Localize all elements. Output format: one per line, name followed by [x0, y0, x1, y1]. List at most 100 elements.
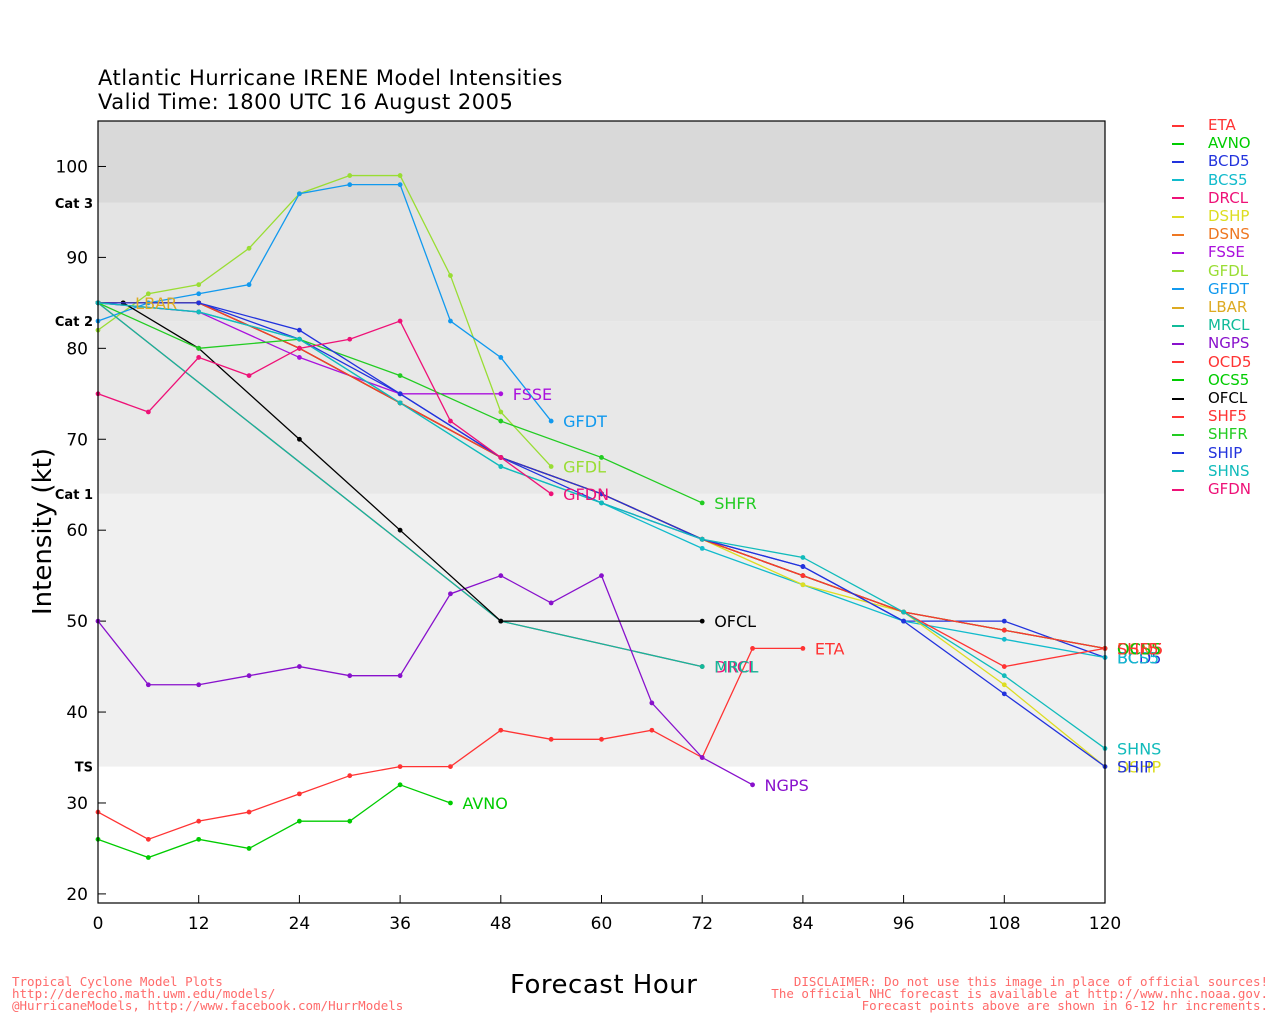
data-point: [548, 418, 554, 424]
data-point: [548, 736, 554, 742]
y-tick-label: 80: [66, 339, 88, 359]
category-label: Cat 2: [55, 315, 93, 330]
series-end-label: LBAR: [135, 294, 177, 313]
data-point: [548, 464, 554, 469]
series-end-label: DSHP: [1117, 758, 1162, 777]
data-point: [750, 782, 755, 788]
data-point: [297, 355, 302, 360]
data-point: [246, 673, 252, 679]
data-point: [397, 782, 403, 788]
data-point: [246, 809, 252, 815]
legend-item: SHNS: [1172, 462, 1250, 480]
data-point: [448, 273, 453, 278]
legend-swatch: [1172, 361, 1184, 364]
legend-swatch: [1172, 288, 1184, 291]
series-shns: [95, 300, 1108, 751]
data-point: [498, 618, 504, 624]
legend-swatch: [1172, 379, 1184, 382]
legend-item: NGPS: [1172, 334, 1249, 352]
data-point: [699, 536, 705, 542]
legend-label: SHFR: [1208, 425, 1248, 444]
y-axis-ticks: 20 30 40 50 60 70 80 90 100: [56, 157, 106, 905]
data-point: [699, 500, 705, 506]
intensity-band: [98, 766, 1105, 903]
series-line: [97, 320, 552, 495]
data-point: [196, 818, 202, 824]
series-end-label: GFDN: [563, 485, 609, 504]
series-line: [97, 174, 552, 467]
data-point: [599, 491, 604, 497]
x-tick-label: 12: [188, 914, 210, 934]
data-point: [397, 527, 403, 533]
data-point: [1001, 673, 1007, 679]
data-point: [448, 591, 453, 597]
data-point: [1001, 664, 1007, 669]
data-point: [548, 600, 554, 606]
data-point: [448, 764, 453, 770]
data-point: [397, 182, 403, 188]
legend-item: GFDT: [1172, 280, 1249, 298]
data-point: [498, 727, 504, 733]
legend-label: GFDL: [1208, 261, 1249, 280]
legend-label: OCS5: [1208, 370, 1250, 389]
x-tick-label: 60: [591, 914, 613, 934]
x-tick-label: 96: [893, 914, 915, 934]
legend-swatch: [1172, 215, 1184, 218]
legend-label: SHF5: [1208, 407, 1247, 426]
data-point: [649, 700, 655, 706]
category-label: TS: [75, 761, 93, 776]
legend-item: AVNO: [1172, 134, 1251, 152]
category-label: Cat 1: [55, 488, 93, 503]
data-point: [498, 418, 504, 424]
series-end-label: FSSE: [513, 385, 552, 404]
series-line: [97, 574, 753, 786]
data-point: [347, 173, 353, 178]
series-end-label: OFCL: [714, 612, 756, 631]
data-point: [246, 282, 252, 288]
data-point: [196, 355, 202, 360]
intensity-band: [98, 321, 1105, 494]
chart-subtitle: Valid Time: 1800 UTC 16 August 2005: [98, 90, 514, 114]
legend-item: LBAR: [1172, 298, 1247, 316]
data-point: [901, 609, 906, 615]
series-gfdt: [95, 182, 554, 424]
legend-label: NGPS: [1208, 334, 1250, 353]
y-tick-label: 20: [66, 885, 88, 905]
legend-item: GFDN: [1172, 480, 1251, 498]
data-point: [347, 336, 353, 342]
series-end-label: ETA: [815, 639, 845, 658]
data-point: [397, 173, 403, 178]
series-end-label: OCD5: [1117, 639, 1163, 658]
data-point: [145, 291, 151, 297]
legend-swatch: [1172, 415, 1184, 418]
series-end-label: BCS5: [1117, 648, 1159, 667]
data-point: [397, 318, 403, 324]
data-point: [145, 855, 151, 860]
data-point: [699, 664, 705, 669]
legend-label: SHNS: [1208, 461, 1250, 480]
data-point: [448, 418, 453, 424]
data-point: [699, 755, 705, 760]
legend-item: FSSE: [1172, 243, 1245, 261]
data-point: [448, 318, 453, 324]
legend-label: BCD5: [1208, 152, 1250, 171]
data-point: [1001, 618, 1007, 624]
footer-left-line: @HurricaneModels, http://www.facebook.co…: [12, 998, 404, 1013]
data-point: [448, 800, 453, 806]
data-point: [599, 573, 604, 579]
series-end-label: SHIP: [1117, 758, 1154, 777]
data-point: [145, 682, 151, 688]
data-point: [548, 491, 554, 497]
data-point: [397, 373, 403, 379]
legend-swatch: [1172, 233, 1184, 236]
x-axis-ticks: 0 12 24 36 48 60 72 84 96 108 120: [93, 895, 1121, 934]
footer-right-line: Forecast points above are shown in 6-12 …: [861, 998, 1268, 1013]
legend-swatch: [1172, 342, 1184, 345]
legend-item: DSHP: [1172, 207, 1249, 225]
legend-item: OCS5: [1172, 371, 1249, 389]
series-end-label: SHNS: [1117, 739, 1161, 758]
y-tick-label: 100: [56, 157, 88, 177]
data-point: [196, 836, 202, 842]
x-tick-label: 108: [988, 914, 1020, 934]
